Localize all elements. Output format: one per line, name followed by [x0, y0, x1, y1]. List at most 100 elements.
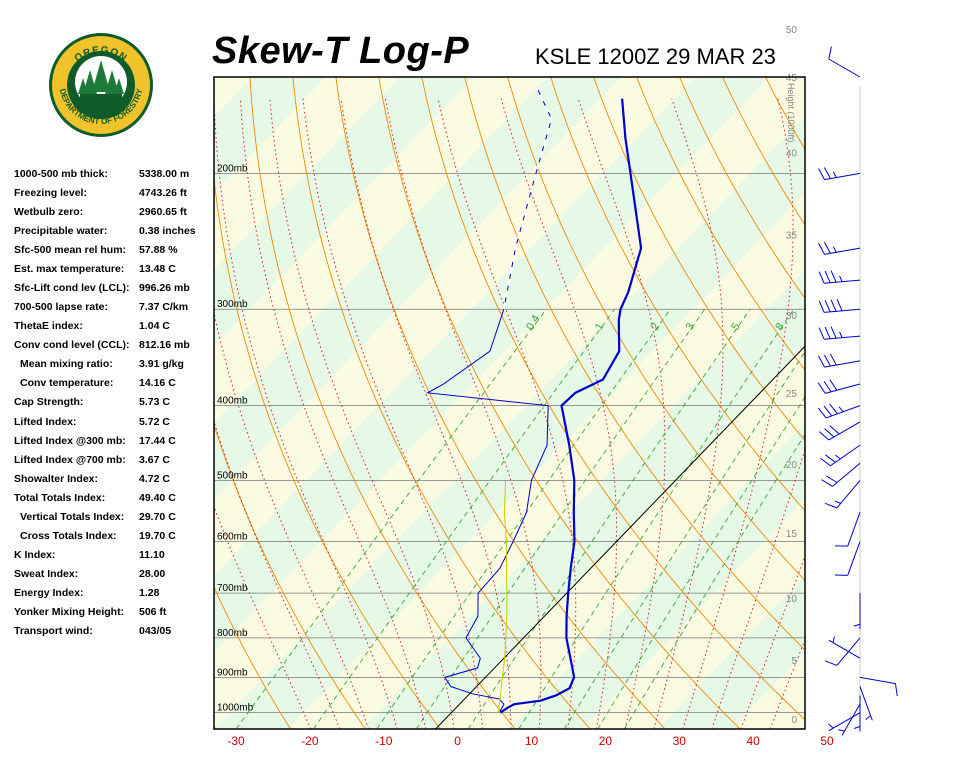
index-value: 5.72 C — [139, 415, 170, 428]
mixing-ratio-label: 3 — [684, 321, 697, 332]
temperature-tick-label: 50 — [820, 734, 834, 748]
mixing-ratio-line — [623, 433, 805, 729]
moist-adiabat — [740, 554, 805, 729]
height-axis-label: Height (1000ft) — [786, 83, 796, 143]
index-label: Sweat Index: — [14, 567, 79, 580]
isotherm-band — [509, 422, 805, 729]
wind-barb-half-flag — [834, 500, 841, 504]
index-value: 4743.26 ft — [139, 187, 187, 200]
mixing-ratio-line — [313, 308, 615, 729]
index-value: 28.00 — [139, 567, 166, 580]
moist-adiabat — [214, 310, 370, 729]
wind-barb-flag — [830, 270, 837, 283]
plot-frame — [213, 76, 806, 730]
dry-adiabat — [378, 77, 741, 729]
wind-barb — [818, 167, 861, 181]
index-label: Lifted Index: — [14, 415, 77, 428]
wind-barb-flag — [818, 243, 825, 255]
wind-barb-flag — [824, 428, 835, 438]
wind-barb-half-flag — [853, 725, 861, 729]
wind-barb-flag — [821, 479, 833, 487]
wind-barb-staff — [824, 247, 861, 255]
moist-adiabat — [214, 98, 398, 729]
height-tick-label: 0 — [791, 715, 797, 726]
wind-barb-flag — [830, 299, 837, 312]
pressure-label: 700mb — [217, 583, 248, 594]
mixing-ratio-line — [597, 396, 805, 729]
zero-isotherm — [435, 345, 805, 729]
isotherm-band — [214, 77, 805, 729]
dry-adiabat — [421, 77, 805, 721]
wind-barb-flag — [824, 454, 836, 463]
index-label: Mean mixing ratio: — [20, 358, 113, 371]
pressure-label: 600mb — [217, 531, 248, 542]
wind-barb — [817, 403, 861, 419]
temperature-profile — [499, 98, 643, 714]
index-value: 17.44 C — [139, 434, 176, 447]
index-value: 812.16 mb — [139, 339, 190, 352]
index-value: 4.72 C — [139, 472, 170, 485]
index-value: 3.67 C — [139, 453, 170, 466]
moist-adiabat — [577, 98, 666, 729]
index-value: 29.70 C — [139, 510, 176, 523]
index-value: 11.10 — [139, 548, 165, 561]
index-label: Yonker Mixing Height: — [14, 605, 125, 618]
wind-barb — [818, 326, 861, 340]
wind-barb-flag — [823, 380, 832, 393]
moist-adiabat — [711, 447, 805, 729]
index-label: Energy Index: — [14, 586, 84, 599]
isotherm-band — [657, 575, 805, 729]
index-label: Sfc-500 mean rel hum: — [14, 244, 127, 257]
wind-barb — [817, 379, 861, 394]
wind-barb-staff — [824, 360, 861, 368]
wind-barb-flag — [824, 502, 838, 509]
wind-barb — [818, 299, 861, 313]
dry-adiabat — [214, 175, 441, 729]
wind-barb-flag — [817, 382, 826, 394]
dry-adiabat — [937, 77, 960, 729]
parcel-profile — [497, 480, 508, 714]
moist-adiabat — [437, 98, 577, 729]
wind-barb-half-flag — [832, 636, 835, 643]
dry-adiabat — [249, 77, 516, 729]
wind-barb — [818, 242, 861, 255]
index-value: 3.91 g/kg — [139, 358, 184, 371]
wind-barb-flag — [894, 683, 898, 697]
pressure-label: 800mb — [217, 628, 248, 639]
index-label: Vertical Totals Index: — [20, 510, 125, 523]
index-label: Lifted Index @700 mb: — [14, 453, 126, 466]
height-tick-label: 45 — [786, 73, 798, 84]
wind-barb-flag — [823, 354, 831, 367]
index-label: Conv cond level (CCL): — [14, 339, 130, 352]
pressure-label: 500mb — [217, 470, 248, 481]
moist-adiabat — [769, 638, 805, 729]
dry-adiabat — [292, 77, 591, 729]
wind-barb-flag — [828, 46, 832, 60]
wind-barb — [819, 421, 861, 441]
height-tick-label: 50 — [786, 25, 798, 36]
wind-barb-staff — [836, 480, 861, 509]
temperature-tick-label: -30 — [227, 734, 245, 748]
wind-barb-flag — [829, 379, 838, 391]
height-tick-label: 25 — [786, 389, 798, 400]
index-label: Cap Strength: — [14, 396, 84, 409]
height-tick-label: 35 — [786, 230, 798, 241]
dry-adiabat — [593, 77, 805, 442]
wind-barb-half-flag — [839, 275, 843, 282]
wind-barb-flag — [824, 326, 831, 339]
height-tick-label: 30 — [786, 311, 798, 322]
wind-barb-staff — [828, 712, 861, 732]
wind-barb-staff — [832, 462, 861, 487]
wind-barb-flag — [825, 475, 838, 483]
index-label: Conv temperature: — [20, 377, 114, 390]
pressure-label: 300mb — [217, 299, 248, 310]
wind-barb — [824, 637, 861, 666]
wind-barb-flag — [818, 355, 825, 368]
wind-barb-flag — [824, 270, 831, 283]
index-value: 49.40 C — [139, 491, 176, 504]
moist-adiabat — [682, 98, 794, 729]
index-label: Est. max temperature: — [14, 263, 125, 276]
dry-adiabat — [214, 725, 217, 729]
pressure-label: 900mb — [217, 667, 248, 678]
index-value: 13.48 C — [139, 263, 176, 276]
